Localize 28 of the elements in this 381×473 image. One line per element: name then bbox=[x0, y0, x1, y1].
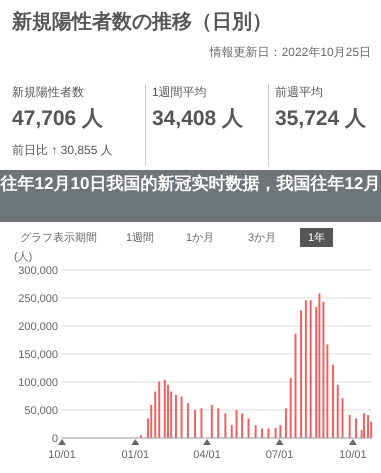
y-tick-label: 200,000 bbox=[18, 321, 58, 333]
y-tick-label: 100,000 bbox=[18, 377, 58, 389]
y-tick-label: 150,000 bbox=[18, 349, 58, 361]
text: 1週間 bbox=[125, 231, 156, 246]
y-tick-label: 300,000 bbox=[18, 265, 58, 277]
text: 34,408 人 bbox=[152, 106, 244, 132]
text: 新規陽性者数 bbox=[12, 84, 84, 101]
x-tick-label: 10/01 bbox=[339, 449, 367, 461]
text: 47,706 人 bbox=[12, 106, 104, 132]
x-tick-label: 04/01 bbox=[193, 449, 221, 461]
text: 前週平均 bbox=[275, 84, 323, 101]
y-tick-label: 250,000 bbox=[18, 293, 58, 305]
y-axis-title: (人) bbox=[14, 251, 32, 263]
x-tick-label: 01/01 bbox=[122, 449, 150, 461]
x-tick-label: 10/01 bbox=[48, 449, 76, 461]
y-tick-label: 0 bbox=[52, 433, 58, 445]
text: 1か月 bbox=[185, 231, 216, 246]
text: 前日比 ↑ 30,855 人 bbox=[12, 142, 113, 159]
chart-title: 往年12月10日我国的新冠实时数据，我国往年12月 bbox=[0, 170, 381, 222]
text: 35,724 人 bbox=[275, 106, 366, 132]
text: 1週間平均 bbox=[152, 84, 207, 101]
text: グラフ表示期間 bbox=[19, 231, 98, 246]
text: 情報更新日：2022年10月25日 bbox=[210, 44, 371, 61]
text: 3か月 bbox=[247, 231, 278, 246]
text: 新規陽性者数の推移（日別） bbox=[12, 10, 272, 35]
x-tick-label: 07/01 bbox=[266, 449, 294, 461]
y-tick-label: 50,000 bbox=[24, 405, 58, 417]
text: 1年 bbox=[300, 228, 334, 247]
